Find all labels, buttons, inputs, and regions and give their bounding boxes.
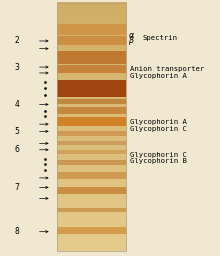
Text: Glycophorin B: Glycophorin B (130, 158, 187, 164)
Bar (57, 227, 126, 234)
Bar (57, 108, 126, 114)
Bar (57, 24, 126, 35)
Bar (57, 208, 126, 212)
Bar (57, 141, 126, 145)
Text: 5: 5 (14, 127, 19, 136)
Text: Spectrin: Spectrin (142, 35, 177, 41)
Text: Anion transporter: Anion transporter (130, 66, 205, 72)
Bar (57, 131, 126, 136)
Bar (57, 187, 126, 194)
Bar (57, 36, 126, 46)
Text: α: α (128, 31, 134, 40)
Bar (57, 51, 126, 64)
Bar (57, 99, 126, 104)
Bar (57, 160, 126, 165)
Text: 2: 2 (15, 36, 19, 46)
Text: 8: 8 (15, 227, 19, 236)
Text: β: β (128, 36, 133, 46)
Bar (57, 65, 126, 73)
Text: 4: 4 (14, 100, 19, 109)
Text: 7: 7 (14, 183, 19, 192)
Bar (57, 150, 126, 154)
Text: 6: 6 (14, 145, 19, 154)
Bar (57, 172, 126, 179)
Text: Glycophorin C: Glycophorin C (130, 126, 187, 132)
Bar (57, 117, 126, 126)
Bar (57, 3, 126, 251)
Bar (57, 80, 126, 97)
Text: Glycophorin A: Glycophorin A (130, 119, 187, 125)
Text: Glycophorin C: Glycophorin C (130, 152, 187, 158)
Text: Glycophorin A: Glycophorin A (130, 72, 187, 79)
Text: 3: 3 (14, 62, 19, 72)
